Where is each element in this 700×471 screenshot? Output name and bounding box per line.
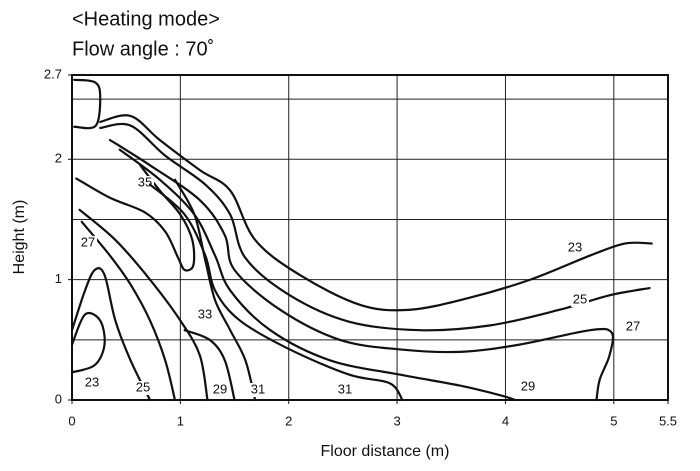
x-tick-label: 0 bbox=[68, 413, 75, 428]
x-tick-label: 5.5 bbox=[659, 413, 677, 428]
contour-line bbox=[118, 148, 517, 402]
y-tick-label: 0 bbox=[55, 391, 62, 406]
contour-label: 31 bbox=[251, 381, 265, 396]
contour-label: 31 bbox=[338, 381, 352, 396]
chart-subtitle: Flow angle : 70˚ bbox=[72, 38, 214, 60]
chart-title: <Heating mode> bbox=[72, 8, 220, 30]
y-tick-label: 1 bbox=[55, 271, 62, 286]
contour-line bbox=[80, 220, 177, 402]
contour-label: 27 bbox=[81, 234, 95, 249]
contour-line bbox=[70, 311, 106, 374]
contour-line bbox=[73, 78, 102, 130]
label-bg bbox=[211, 383, 229, 397]
contour-label: 29 bbox=[521, 378, 535, 393]
label-bg bbox=[136, 176, 154, 190]
x-tick-label: 4 bbox=[502, 413, 509, 428]
contour-label: 25 bbox=[136, 379, 150, 394]
contour-line bbox=[108, 138, 615, 402]
y-tick-label: 2 bbox=[55, 151, 62, 166]
x-tick-label: 1 bbox=[177, 413, 184, 428]
label-bg bbox=[624, 320, 642, 334]
plot-frame bbox=[71, 74, 669, 401]
x-tick-label: 2 bbox=[285, 413, 292, 428]
contour-label: 23 bbox=[568, 239, 582, 254]
x-tick-label: 5 bbox=[610, 413, 617, 428]
y-axis-title: Height (m) bbox=[11, 200, 28, 275]
contour-line bbox=[99, 114, 653, 312]
contour-label: 25 bbox=[573, 291, 587, 306]
label-bg bbox=[249, 383, 267, 397]
contour-label: 23 bbox=[85, 374, 99, 389]
label-bg bbox=[196, 308, 214, 322]
y-tick-label: 2.7 bbox=[44, 66, 62, 81]
contour-line bbox=[183, 329, 236, 402]
label-bg bbox=[79, 236, 97, 250]
contour-line bbox=[75, 164, 196, 272]
contour-label: 33 bbox=[198, 306, 212, 321]
label-bg bbox=[571, 293, 589, 307]
contour-line bbox=[99, 122, 651, 332]
label-bg bbox=[134, 381, 152, 395]
contour-label: 27 bbox=[626, 318, 640, 333]
contour-line bbox=[78, 208, 209, 402]
contour-label: 29 bbox=[213, 381, 227, 396]
label-bg bbox=[83, 376, 101, 390]
contour-line bbox=[70, 267, 152, 402]
label-bg bbox=[519, 380, 537, 394]
x-axis-title: Floor distance (m) bbox=[321, 443, 450, 460]
label-bg bbox=[566, 241, 584, 255]
contour-line bbox=[148, 183, 404, 402]
contour-label: 35 bbox=[138, 174, 152, 189]
label-bg bbox=[336, 383, 354, 397]
contour-line bbox=[173, 178, 257, 402]
x-tick-label: 3 bbox=[393, 413, 400, 428]
